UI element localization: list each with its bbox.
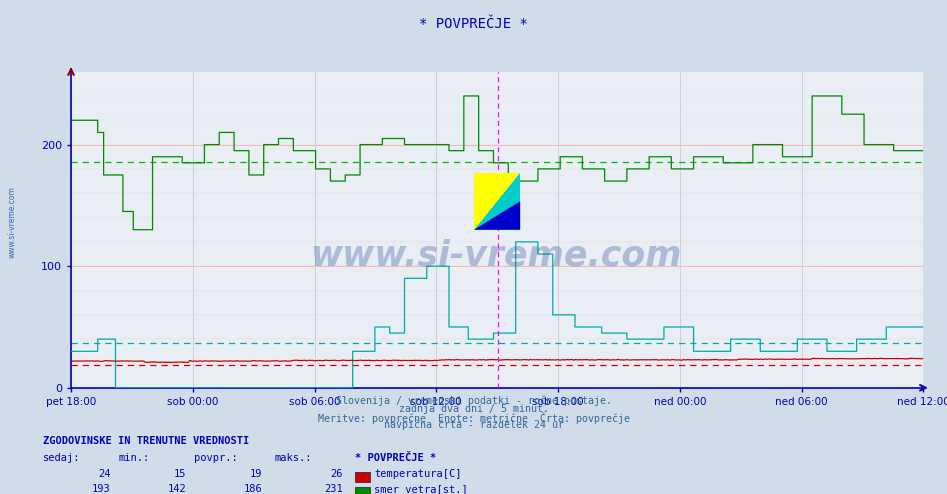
Text: navpična črta - razdelek 24 ur: navpična črta - razdelek 24 ur xyxy=(384,420,563,430)
Text: www.si-vreme.com: www.si-vreme.com xyxy=(8,186,17,258)
Text: 142: 142 xyxy=(168,484,187,494)
Text: 19: 19 xyxy=(250,469,262,479)
Text: Slovenija / vremenski podatki - ročne postaje.: Slovenija / vremenski podatki - ročne po… xyxy=(335,395,612,406)
Text: * POVPREČJE *: * POVPREČJE * xyxy=(355,453,437,463)
Text: 186: 186 xyxy=(243,484,262,494)
Text: 15: 15 xyxy=(174,469,187,479)
Text: 193: 193 xyxy=(92,484,111,494)
Text: * POVPREČJE *: * POVPREČJE * xyxy=(420,17,527,31)
Text: maks.:: maks.: xyxy=(275,453,313,463)
Text: min.:: min.: xyxy=(118,453,150,463)
Text: 231: 231 xyxy=(324,484,343,494)
Polygon shape xyxy=(474,201,520,230)
Text: povpr.:: povpr.: xyxy=(194,453,238,463)
Text: 26: 26 xyxy=(331,469,343,479)
Text: www.si-vreme.com: www.si-vreme.com xyxy=(312,238,683,272)
Text: temperatura[C]: temperatura[C] xyxy=(374,469,461,479)
Bar xyxy=(474,173,520,230)
Text: smer vetra[st.]: smer vetra[st.] xyxy=(374,484,468,494)
Text: sedaj:: sedaj: xyxy=(43,453,80,463)
Text: 24: 24 xyxy=(98,469,111,479)
Text: zadnja dva dni / 5 minut.: zadnja dva dni / 5 minut. xyxy=(399,404,548,413)
Text: Meritve: povprečne  Enote: metrične  Črta: povprečje: Meritve: povprečne Enote: metrične Črta:… xyxy=(317,412,630,424)
Text: ZGODOVINSKE IN TRENUTNE VREDNOSTI: ZGODOVINSKE IN TRENUTNE VREDNOSTI xyxy=(43,436,249,446)
Polygon shape xyxy=(474,173,520,230)
